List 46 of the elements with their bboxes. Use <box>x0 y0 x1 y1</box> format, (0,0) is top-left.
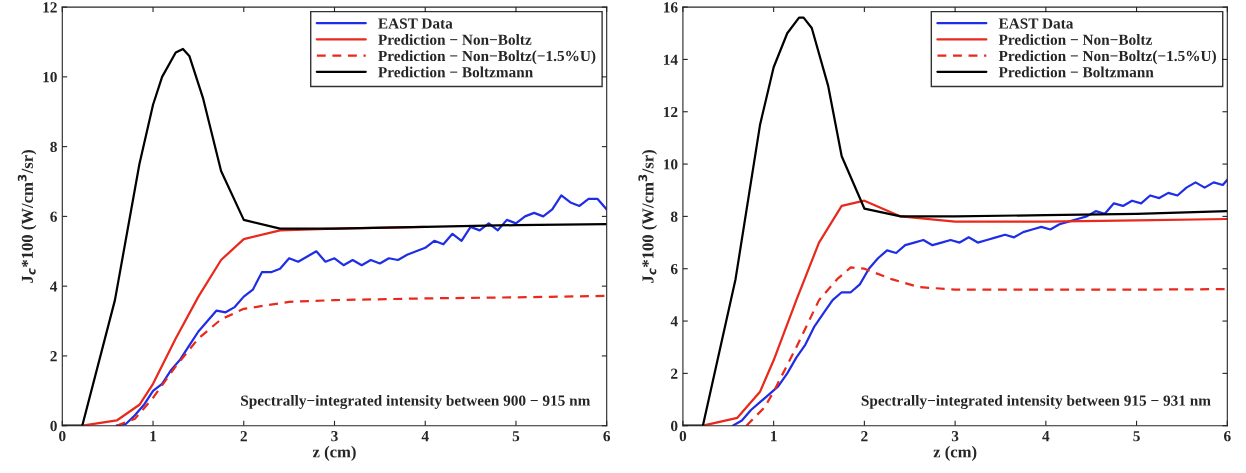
y-tick-label: 0 <box>671 420 678 432</box>
y-tick-label: 4 <box>50 281 58 292</box>
y-tick-label: 14 <box>664 54 678 65</box>
x-tick-label: 4 <box>421 431 429 442</box>
y-tick-label: 12 <box>43 2 57 13</box>
x-tick-label: 1 <box>771 431 777 442</box>
y-tick-label: 0 <box>50 420 57 432</box>
legend-label: EAST Data <box>378 18 453 29</box>
x-tick-label: 0 <box>59 431 66 442</box>
y-tick-label: 2 <box>50 351 57 362</box>
y-tick-label: 6 <box>50 211 57 222</box>
legend-label: Prediction − Boltzmann <box>998 66 1154 78</box>
y-tick-label: 10 <box>664 159 678 170</box>
y-tick-label: 16 <box>664 2 678 13</box>
y-tick-label: 8 <box>50 141 57 153</box>
x-tick-label: 3 <box>331 431 338 442</box>
annotation: Spectrally−integrated intensity between 915 − 931 nm <box>861 394 1211 409</box>
x-tick-label: 1 <box>150 431 157 442</box>
x-tick-label: 0 <box>679 431 687 442</box>
legend-label: EAST Data <box>998 18 1074 29</box>
y-axis-title: J$_{c}$*100 (W/cm$^{3}$/sr) <box>638 150 657 283</box>
x-tick-label: 2 <box>240 431 247 442</box>
legend-label: Prediction − Non−Boltz <box>998 34 1152 45</box>
x-tick-label: 5 <box>1133 431 1140 442</box>
x-tick-label: 2 <box>861 431 868 442</box>
line-series <box>745 266 1228 426</box>
x-tick-label: 6 <box>603 431 611 442</box>
y-tick-label: 2 <box>671 368 678 379</box>
annotation: Spectrally−integrated intensity between 900 − 915 nm <box>241 394 591 409</box>
y-tick-label: 12 <box>664 106 678 118</box>
legend-label: Prediction − Non−Boltz <box>378 34 532 45</box>
x-tick-label: 6 <box>1224 431 1231 442</box>
y-tick-label: 6 <box>670 263 678 275</box>
y-tick-label: 10 <box>43 72 57 83</box>
y-axis-title: J$_{c}$*100 (W/cm$^{3}$/sr) <box>17 150 37 283</box>
x-axis-title: z (cm) <box>312 445 356 461</box>
x-tick-label: 4 <box>1042 431 1050 442</box>
legend-label: Prediction − Non−Boltz(−1.5%U) <box>378 50 596 65</box>
x-tick-label: 3 <box>951 431 959 442</box>
y-tick-label: 8 <box>670 211 678 222</box>
y-tick-label: 4 <box>670 316 678 327</box>
legend-label: Prediction − Non−Boltz(−1.5%U) <box>998 50 1216 65</box>
legend-label: Prediction − Boltzmann <box>378 66 533 78</box>
x-axis-title: z (cm) <box>933 445 977 461</box>
x-tick-label: 5 <box>512 431 520 442</box>
line-series <box>115 294 607 426</box>
